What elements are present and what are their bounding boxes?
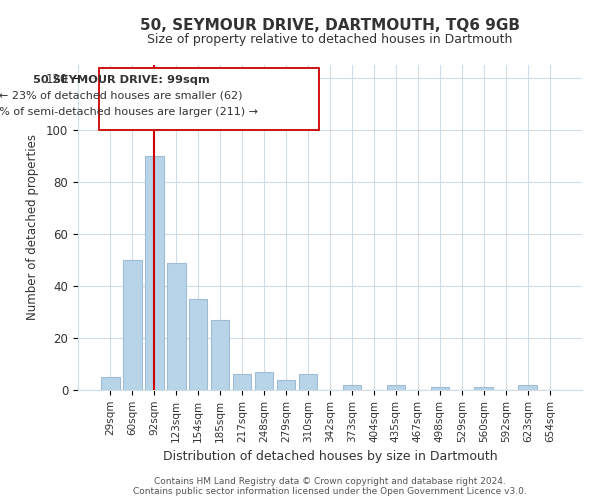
- Bar: [299, 374, 317, 390]
- Text: 50, SEYMOUR DRIVE, DARTMOUTH, TQ6 9GB: 50, SEYMOUR DRIVE, DARTMOUTH, TQ6 9GB: [140, 18, 520, 32]
- Text: Size of property relative to detached houses in Dartmouth: Size of property relative to detached ho…: [148, 32, 512, 46]
- Bar: [145, 156, 164, 390]
- Bar: [189, 299, 208, 390]
- Bar: [431, 388, 449, 390]
- Text: ← 23% of detached houses are smaller (62): ← 23% of detached houses are smaller (62…: [0, 91, 243, 101]
- Bar: [343, 385, 361, 390]
- Text: Contains HM Land Registry data © Crown copyright and database right 2024.: Contains HM Land Registry data © Crown c…: [154, 478, 506, 486]
- Bar: [233, 374, 251, 390]
- Bar: [101, 377, 119, 390]
- Bar: [475, 388, 493, 390]
- Bar: [518, 385, 537, 390]
- Bar: [386, 385, 405, 390]
- X-axis label: Distribution of detached houses by size in Dartmouth: Distribution of detached houses by size …: [163, 450, 497, 463]
- Text: 77% of semi-detached houses are larger (211) →: 77% of semi-detached houses are larger (…: [0, 106, 258, 117]
- Y-axis label: Number of detached properties: Number of detached properties: [26, 134, 39, 320]
- Bar: [255, 372, 274, 390]
- Bar: [211, 320, 229, 390]
- Bar: [167, 262, 185, 390]
- Bar: [277, 380, 295, 390]
- Text: 50 SEYMOUR DRIVE: 99sqm: 50 SEYMOUR DRIVE: 99sqm: [33, 76, 209, 86]
- Text: Contains public sector information licensed under the Open Government Licence v3: Contains public sector information licen…: [133, 488, 527, 496]
- Bar: [123, 260, 142, 390]
- FancyBboxPatch shape: [99, 68, 319, 130]
